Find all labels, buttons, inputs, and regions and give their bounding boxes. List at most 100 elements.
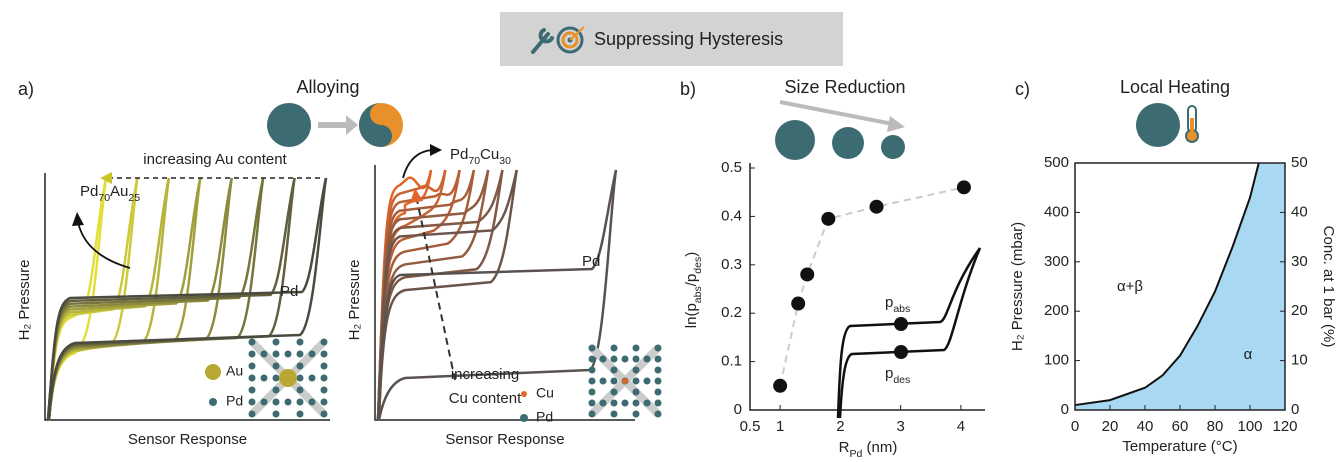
lattice-atom (632, 388, 640, 396)
abs-label: pabs (885, 294, 910, 315)
alloy-label-part: Au (110, 183, 128, 200)
y-tick-label: 0.4 (721, 207, 742, 224)
lattice-atom (284, 398, 292, 406)
lattice-atom (308, 398, 316, 406)
lattice-atom (320, 362, 328, 370)
y2-tick-label: 30 (1291, 253, 1308, 270)
y-axis-label: H₂ Pressure (346, 260, 363, 341)
lattice-atom (632, 399, 640, 407)
lattice-atom (308, 374, 316, 382)
trend-label: increasing Au content (143, 151, 287, 168)
lattice-atom (272, 338, 280, 346)
y-tick-label: 400 (1044, 203, 1069, 220)
isotherm (376, 169, 618, 421)
y-tick-label: 200 (1044, 302, 1069, 319)
lattice-atom (588, 344, 596, 352)
lattice-atom (272, 350, 280, 358)
lattice-atom (654, 388, 662, 396)
lattice-atom (588, 355, 596, 363)
lattice-atom (296, 386, 304, 394)
y-tick-label: 0.3 (721, 256, 742, 273)
legend-marker (521, 391, 527, 397)
panel-title: Local Heating (1120, 77, 1230, 97)
x-tick-label: 80 (1207, 418, 1224, 435)
x-tick-label: 1 (776, 418, 784, 435)
isotherm (376, 169, 518, 421)
lattice-atom (588, 399, 596, 407)
alloy-label-part: 25 (128, 192, 140, 204)
lattice-atom (272, 410, 280, 418)
lattice-atom (248, 350, 256, 358)
trend-arrow-head (410, 188, 423, 203)
y-axis-label-part: /p (683, 274, 700, 287)
pure-label: Pd (582, 253, 600, 270)
lattice-atom (643, 377, 651, 385)
legend-marker (205, 364, 221, 380)
pure-label: Pd (280, 283, 298, 300)
data-point (821, 211, 836, 226)
y-tick-label: 0.5 (721, 159, 742, 176)
legend-label: Au (226, 363, 243, 379)
lattice-atom (296, 338, 304, 346)
trend-label: increasing (451, 366, 519, 383)
lattice (248, 338, 328, 418)
x-axis-label: Sensor Response (128, 431, 247, 448)
y2-tick-label: 20 (1291, 302, 1308, 319)
lattice-atom (320, 398, 328, 406)
alloy-label-part: Cu (480, 146, 499, 163)
y-tick-label: 500 (1044, 154, 1069, 171)
lattice-atom (248, 386, 256, 394)
legend-marker (520, 414, 528, 422)
axis (44, 173, 330, 421)
lattice-atom (296, 374, 304, 382)
lattice-atom (610, 344, 618, 352)
lattice-atom (588, 410, 596, 418)
y-tick-label: 0 (1061, 401, 1069, 418)
legend-marker (209, 398, 217, 406)
inset-curve (838, 247, 982, 419)
x-axis-label: Sensor Response (445, 431, 564, 448)
lattice-atom (272, 398, 280, 406)
y2-tick-label: 40 (1291, 203, 1308, 220)
x-tick-label: 60 (1172, 418, 1189, 435)
lattice-center (279, 369, 297, 387)
x-axis-label: Temperature (°C) (1122, 438, 1237, 455)
curved-arrow-head (430, 144, 442, 156)
panel-title: Size Reduction (784, 77, 905, 97)
lattice-atom (260, 398, 268, 406)
lattice-atom (284, 350, 292, 358)
lattice-atom (588, 388, 596, 396)
data-point (800, 267, 815, 282)
axis (749, 163, 985, 411)
x-tick-label: 100 (1237, 418, 1262, 435)
panel-title: Alloying (296, 77, 359, 97)
alloy-label: Pd70Cu30 (450, 146, 511, 167)
lattice-atom (610, 388, 618, 396)
lattice-atom (320, 338, 328, 346)
trend-line (779, 186, 965, 387)
lattice-atom (654, 344, 662, 352)
x-tick-label: 0.5 (740, 418, 761, 435)
lattice-atom (610, 377, 618, 385)
abs-label-part: p (885, 294, 893, 311)
size-icon (775, 100, 905, 160)
x-tick-label: 4 (957, 418, 965, 435)
lattice-atom (272, 386, 280, 394)
header-title: Suppressing Hysteresis (594, 29, 783, 49)
alloy-label-part: 70 (98, 192, 110, 204)
lattice-atom (621, 355, 629, 363)
inset-marker (894, 345, 908, 359)
abs-label-part: abs (893, 303, 910, 315)
lattice-atom (308, 350, 316, 358)
lattice-atom (320, 374, 328, 382)
region-label: α+β (1117, 278, 1143, 295)
region-label: α (1244, 346, 1253, 363)
phase-boundary (1074, 162, 1260, 407)
x-axis-label-part: Pd (850, 448, 863, 460)
lattice-atom (248, 362, 256, 370)
lattice-atom (599, 355, 607, 363)
header-icon (531, 26, 585, 54)
isotherm (46, 177, 328, 421)
alloy-label-part: Pd (450, 146, 468, 163)
lattice-atom (296, 362, 304, 370)
